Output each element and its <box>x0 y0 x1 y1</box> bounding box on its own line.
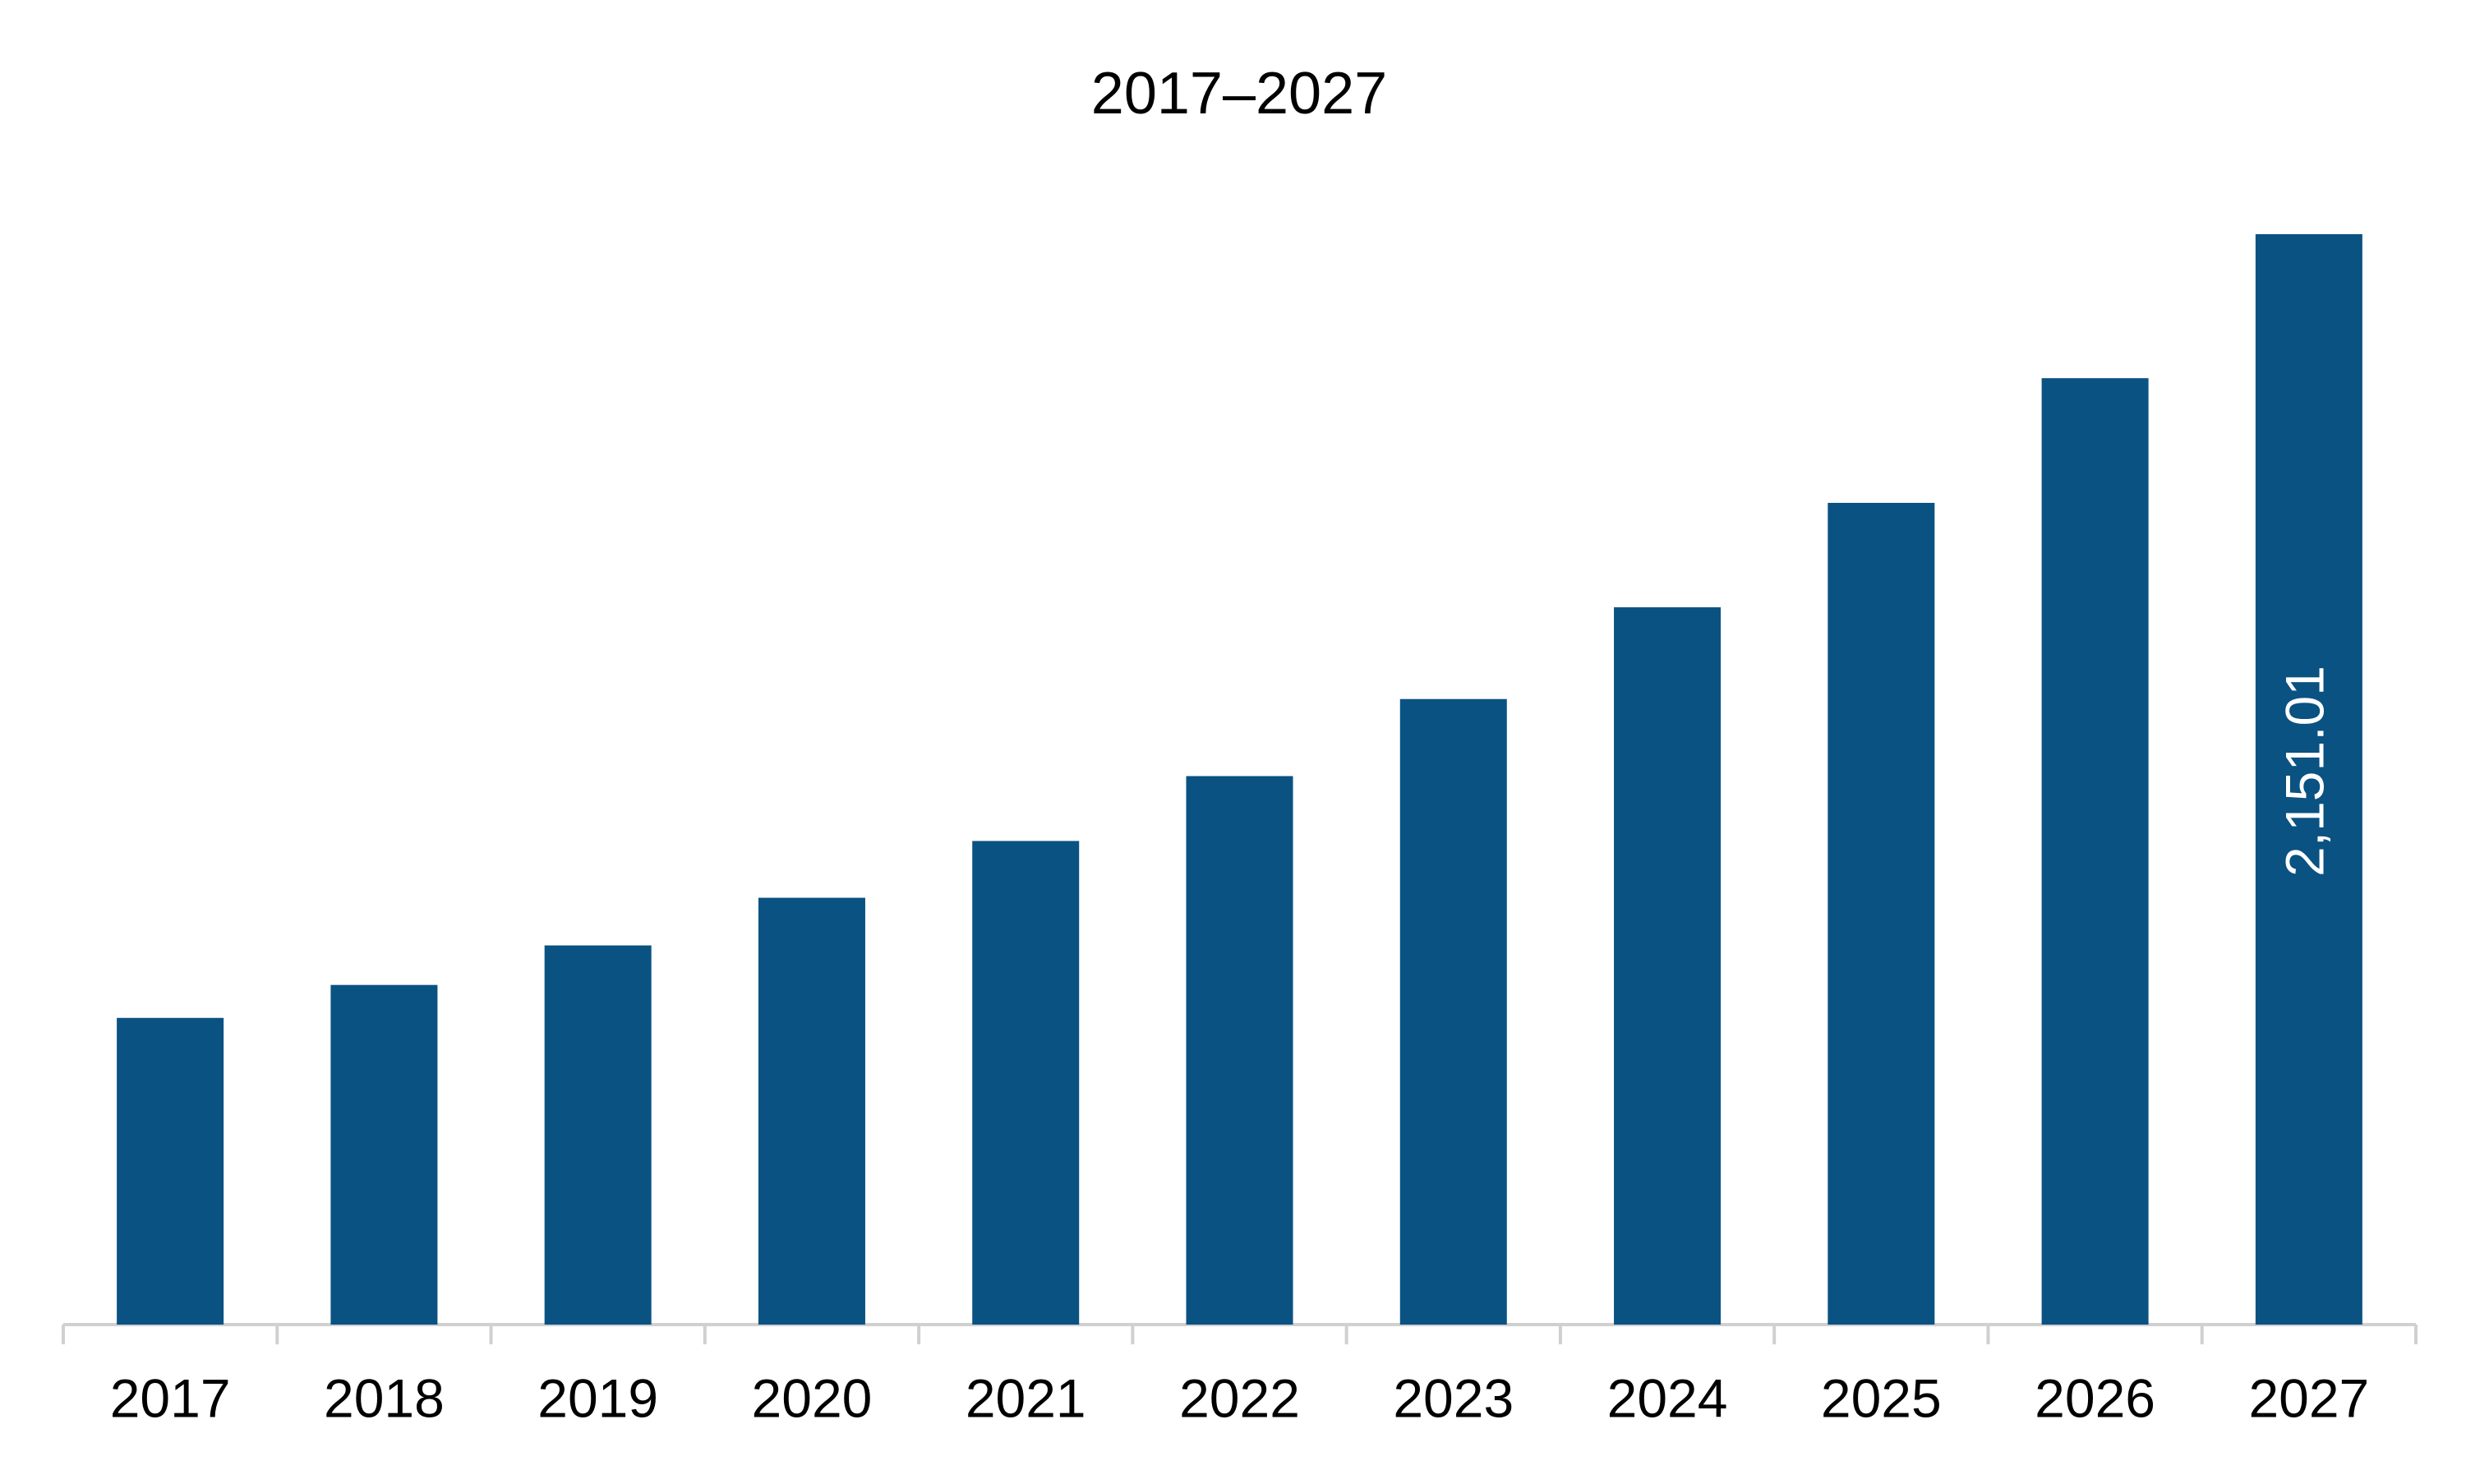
x-tick-label: 2022 <box>1179 1367 1300 1428</box>
bar <box>330 984 438 1325</box>
bar <box>1399 698 1507 1325</box>
bar <box>117 1017 224 1325</box>
x-tick-label: 2018 <box>324 1367 445 1428</box>
x-tick-label: 2023 <box>1393 1367 1514 1428</box>
bar <box>972 841 1080 1325</box>
x-tick-label: 2024 <box>1607 1367 1728 1428</box>
x-tick-label: 2020 <box>752 1367 873 1428</box>
chart-title: 2017–2027 <box>1091 61 1387 127</box>
x-tick-label: 2019 <box>537 1367 658 1428</box>
bar <box>758 897 865 1325</box>
bar <box>544 945 652 1325</box>
bar <box>2255 234 2362 1325</box>
bar <box>2041 378 2149 1325</box>
bar <box>1614 607 1722 1325</box>
x-tick-label: 2027 <box>2248 1367 2369 1428</box>
x-tick-label: 2021 <box>966 1367 1086 1428</box>
x-tick-label: 2026 <box>2035 1367 2155 1428</box>
value-label: 2,151.01 <box>2274 666 2335 877</box>
bar <box>1186 776 1293 1325</box>
bar <box>1828 502 1935 1325</box>
x-tick-label: 2025 <box>1821 1367 1942 1428</box>
x-tick-label: 2017 <box>110 1367 231 1428</box>
